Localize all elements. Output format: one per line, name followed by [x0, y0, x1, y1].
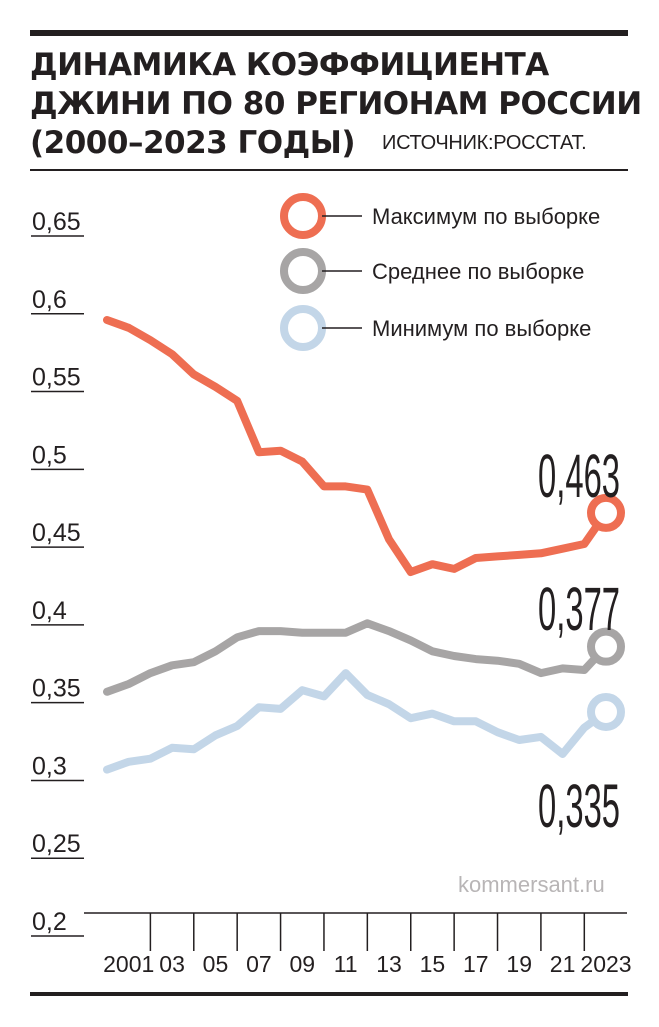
- x-tick-label: 07: [246, 951, 272, 977]
- end-label-avg: 0,377: [538, 576, 620, 643]
- end-label-min: 0,335: [538, 773, 620, 840]
- y-tick-label: 0,3: [32, 752, 67, 780]
- x-tick-label: 19: [506, 951, 532, 977]
- end-labels: 0,463 0,377 0,335: [538, 443, 620, 840]
- legend-marker-min: [280, 305, 326, 351]
- series-layer: [103, 316, 625, 774]
- series-line-avg: [103, 619, 610, 696]
- legend-marker-max: [280, 193, 326, 239]
- title-line-3: (2000–2023 годы): [30, 125, 356, 161]
- y-tick-label: 0,5: [32, 441, 67, 469]
- bottom-rule: [30, 992, 628, 996]
- watermark: kommersant.ru: [458, 872, 605, 897]
- legend: Максимум по выборке Среднее по выборке Мин…: [280, 193, 600, 351]
- legend-label-max: Максимум по выборке: [372, 204, 600, 229]
- end-marker-max: [587, 493, 625, 532]
- end-marker-min: [587, 693, 625, 731]
- end-label-max: 0,463: [538, 443, 620, 510]
- source-note: ИСТОЧНИК:РОССТАТ.: [382, 132, 587, 154]
- x-tick-label: 21: [550, 951, 576, 977]
- y-tick-label: 0,4: [32, 597, 67, 625]
- legend-marker-avg: [280, 248, 326, 294]
- y-tick-label: 0,45: [32, 519, 81, 547]
- x-tick-label: 15: [420, 951, 446, 977]
- x-tick-label: 03: [159, 951, 185, 977]
- end-marker-avg: [587, 627, 625, 666]
- y-tick-label: 0,2: [32, 908, 67, 936]
- y-axis: 0,2 0,25 0,3 0,35 0,4 0,45 0,5 0,55 0,6 0,65: [31, 208, 84, 937]
- series-line-min: [103, 669, 610, 774]
- x-tick-label: 2001: [103, 951, 154, 977]
- y-tick-label: 0,55: [32, 364, 81, 392]
- x-axis: 2001 03 05 07 09 11 13 15 17 19 21 2023: [84, 912, 632, 977]
- x-tick-label: 11: [334, 951, 358, 977]
- y-tick-label: 0,6: [32, 286, 67, 314]
- x-tick-label: 09: [289, 951, 315, 977]
- top-rule: [30, 30, 628, 36]
- title-line-2: Джини по 80 регионам России: [30, 86, 642, 122]
- title-line-1: Динамика коэффициента: [30, 47, 549, 83]
- y-tick-label: 0,65: [32, 208, 81, 236]
- series-line-max: [103, 316, 610, 576]
- header-divider: [30, 169, 628, 171]
- chart-title: Динамика коэффициента Джини по 80 регион…: [30, 46, 642, 163]
- x-tick-label: 05: [203, 951, 229, 977]
- legend-label-min: Минимум по выборке: [372, 316, 591, 341]
- x-tick-label: 2023: [580, 951, 631, 977]
- y-tick-label: 0,25: [32, 830, 81, 858]
- y-tick-label: 0,35: [32, 675, 81, 703]
- legend-label-avg: Среднее по выборке: [372, 259, 584, 284]
- x-tick-label: 13: [376, 951, 402, 977]
- x-tick-label: 17: [463, 951, 489, 977]
